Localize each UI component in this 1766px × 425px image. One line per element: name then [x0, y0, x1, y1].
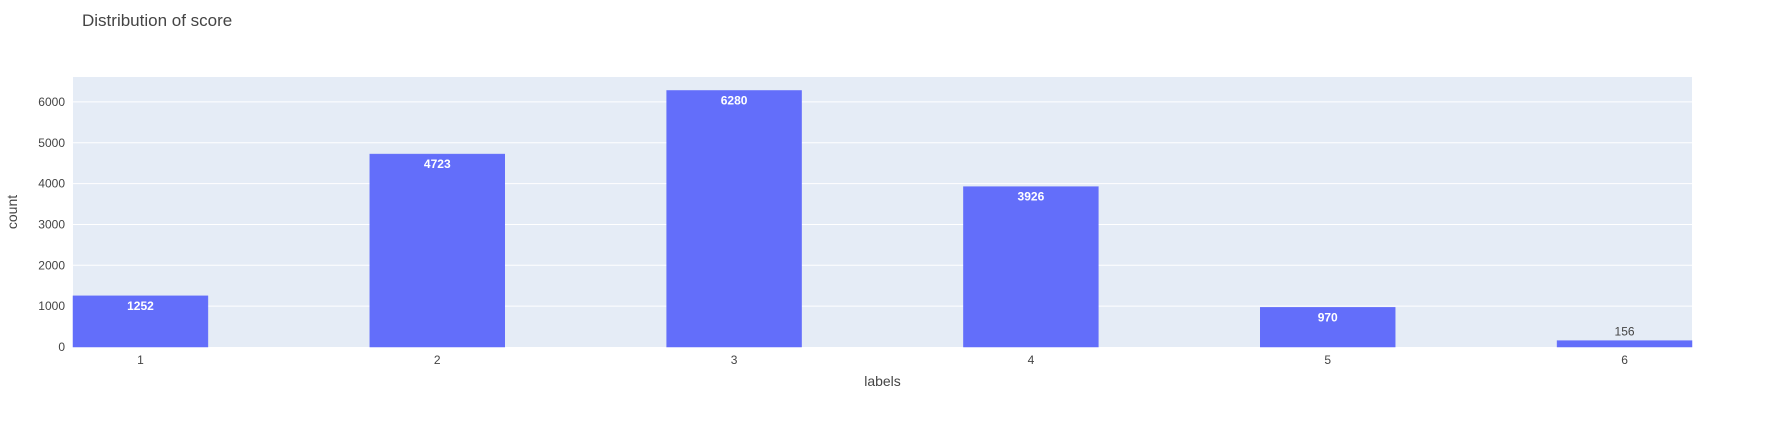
x-tick-label: 2: [434, 353, 441, 367]
y-tick-label: 3000: [38, 217, 65, 231]
y-tick-label: 5000: [38, 136, 65, 150]
bar: [369, 153, 505, 348]
bars: [72, 90, 1693, 348]
bar: [1556, 340, 1693, 348]
data-label: 3926: [1018, 190, 1045, 204]
gridlines: [73, 101, 1692, 307]
y-tick-label: 0: [58, 340, 65, 354]
y-tick-label: 2000: [38, 258, 65, 272]
data-label: 156: [1615, 325, 1635, 339]
data-label: 970: [1318, 310, 1338, 324]
x-tick-label: 1: [137, 353, 144, 367]
bar: [1260, 307, 1396, 348]
data-label: 4723: [424, 157, 451, 171]
y-axis-ticks: 0 1000 2000 3000 4000 5000 6000: [38, 95, 65, 354]
y-axis-title: count: [4, 195, 20, 229]
chart-title: Distribution of score: [82, 11, 233, 30]
y-tick-label: 4000: [38, 177, 65, 191]
x-tick-label: 3: [731, 353, 738, 367]
x-axis-ticks: 1 2 3 4 5 6: [137, 353, 1628, 367]
bar: [72, 295, 209, 348]
y-tick-label: 6000: [38, 95, 65, 109]
bar: [666, 90, 802, 348]
y-tick-label: 1000: [38, 299, 65, 313]
x-tick-label: 4: [1028, 353, 1035, 367]
x-axis-title: labels: [864, 373, 901, 389]
bar: [963, 186, 1099, 348]
x-tick-label: 6: [1621, 353, 1628, 367]
plot-area: [73, 77, 1692, 347]
data-labels: 1252 4723 6280 3926 970 156: [127, 93, 1635, 338]
data-label: 6280: [721, 93, 748, 107]
x-tick-label: 5: [1324, 353, 1331, 367]
data-label: 1252: [127, 299, 154, 313]
